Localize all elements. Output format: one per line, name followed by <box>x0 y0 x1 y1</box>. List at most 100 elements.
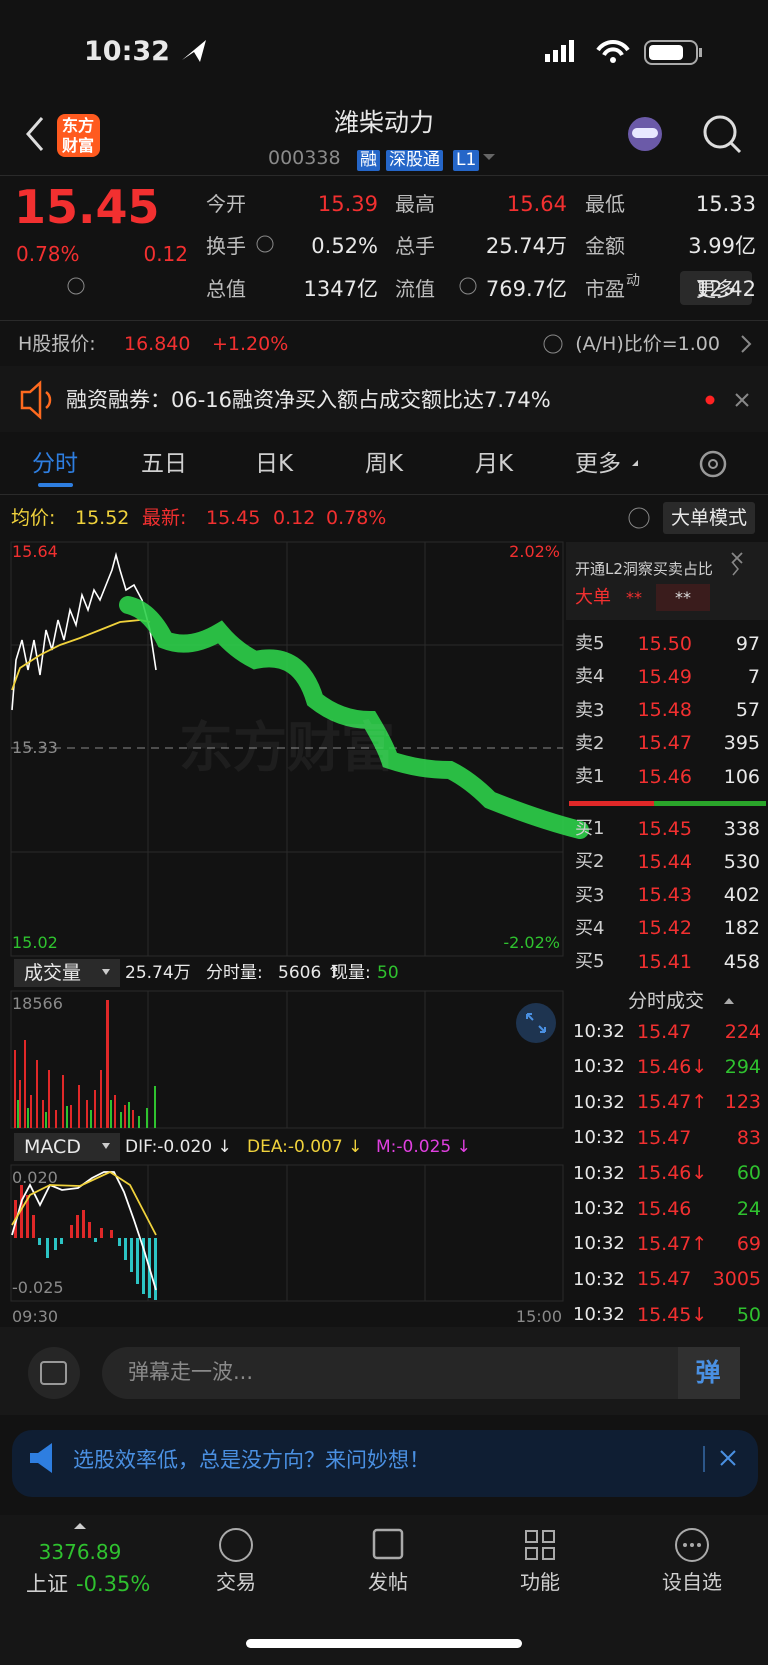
stat-value: 12.42 <box>695 276 756 301</box>
trade-volume: 3005 <box>712 1268 761 1291</box>
trade-price: 15.47 <box>637 1020 692 1043</box>
last-price: 15.45 <box>14 180 160 234</box>
book-volume: 57 <box>735 699 760 721</box>
book-price: 15.45 <box>637 817 692 840</box>
trade-volume: 60 <box>736 1162 761 1185</box>
axis-label: 15.64 <box>12 542 58 561</box>
stat-value: 0.52% <box>311 233 378 258</box>
book-volume: 458 <box>723 950 760 973</box>
book-level: 买3 <box>575 884 605 906</box>
volume-period: 5606 ↑ <box>278 962 341 983</box>
book-level: 卖5 <box>575 633 605 654</box>
book-price: 15.41 <box>637 950 692 973</box>
logo-text: 财富 <box>61 136 95 155</box>
stat-label: 最高 <box>395 192 435 216</box>
volume-now: 50 <box>377 962 399 983</box>
stat-value: 769.7亿 <box>485 276 567 301</box>
comment-input[interactable]: 弹幕走一波... <box>128 1359 254 1384</box>
stat-label: 最低 <box>585 192 625 216</box>
book-volume: 7 <box>747 665 760 688</box>
book-price: 15.46 <box>637 765 692 788</box>
trade-price: 15.47 <box>637 1268 692 1291</box>
book-price: 15.50 <box>637 632 692 655</box>
hshare-label: H股报价: <box>18 332 96 355</box>
last-pct: 0.78% <box>326 506 387 529</box>
indicator-dropdown[interactable]: MACD <box>24 1135 81 1158</box>
book-volume: 395 <box>723 732 760 755</box>
book-volume: 530 <box>723 850 760 873</box>
big-order-sell: ** <box>626 588 642 607</box>
axis-label: -2.02% <box>503 933 560 952</box>
tab[interactable]: 五日 <box>141 450 187 477</box>
banner-text[interactable]: 选股效率低，总是没方向？来问妙想！ <box>73 1447 430 1472</box>
book-volume: 97 <box>735 632 760 655</box>
stat-value: 25.74万 <box>485 233 567 258</box>
axis-label: 15.33 <box>12 738 58 757</box>
book-volume: 402 <box>723 884 760 906</box>
axis-label: 18566 <box>12 994 63 1013</box>
stock-name: 潍柴动力 <box>333 107 435 137</box>
stock-code: 000338 <box>268 146 341 169</box>
badge: 深股通 <box>386 149 443 171</box>
nav-item[interactable]: 交易 <box>216 1570 256 1594</box>
trade-volume: 24 <box>736 1197 761 1220</box>
book-level: 买4 <box>575 917 605 939</box>
trade-volume: 123 <box>724 1091 761 1114</box>
book-price: 15.49 <box>637 665 692 688</box>
macd-m: M:-0.025 ↓ <box>376 1136 471 1157</box>
stat-label: 今开 <box>206 192 246 216</box>
book-level: 卖2 <box>575 732 605 754</box>
tab[interactable]: 月K <box>474 450 514 477</box>
tab[interactable]: 周K <box>364 450 404 477</box>
logo-text: 东方 <box>61 116 95 135</box>
macd-dif: DIF:-0.020 ↓ <box>125 1136 232 1157</box>
notice-text[interactable]: 融资融券：06-16融资净买入额占成交额比达7.74% <box>66 387 551 412</box>
trade-time: 10:32 <box>573 1198 625 1219</box>
mode-button[interactable]: 大单模式 <box>670 506 748 529</box>
ah-ratio: (A/H)比价=1.00 <box>575 332 720 355</box>
tab[interactable]: 更多 <box>575 450 621 477</box>
trade-price: 15.47↑ <box>637 1232 708 1255</box>
trade-price: 15.47↑ <box>637 1091 708 1114</box>
big-order-buy: ** <box>675 588 691 607</box>
tab[interactable]: 分时 <box>32 450 78 477</box>
book-price: 15.48 <box>637 699 692 721</box>
change: 0.12 <box>143 242 188 266</box>
stat-value: 15.39 <box>317 191 378 216</box>
indicator-dropdown[interactable]: 成交量 <box>24 961 82 984</box>
time-label: 09:30 <box>12 1307 59 1326</box>
trade-volume: 50 <box>736 1303 761 1326</box>
trade-time: 10:32 <box>573 1091 625 1113</box>
axis-label: 0.020 <box>12 1168 58 1187</box>
trade-time: 10:32 <box>573 1268 625 1290</box>
big-order-label: 大单 <box>575 587 611 608</box>
book-level: 买5 <box>575 951 605 972</box>
trade-time: 10:32 <box>573 1021 625 1042</box>
book-level: 卖3 <box>575 699 605 721</box>
book-volume: 106 <box>723 765 760 788</box>
book-price: 15.43 <box>637 884 692 906</box>
nav-item[interactable]: 设自选 <box>662 1570 722 1594</box>
book-level: 买1 <box>575 818 605 839</box>
stat-value: 15.64 <box>506 191 567 216</box>
book-volume: 338 <box>723 817 760 840</box>
trade-price: 15.46 <box>637 1197 692 1220</box>
l2-promo[interactable]: 开通L2洞察买卖占比 <box>575 559 713 578</box>
nav-item[interactable]: 功能 <box>520 1570 560 1594</box>
badge: 融 <box>357 149 380 171</box>
tab[interactable]: 日K <box>254 450 294 477</box>
stat-label: 总值 <box>206 277 246 301</box>
more-button[interactable]: 更多 <box>696 277 736 301</box>
trade-time: 10:32 <box>573 1162 625 1184</box>
index-name: 上证 <box>26 1571 68 1596</box>
axis-label: 15.02 <box>12 933 58 952</box>
watermark: 东方财富 <box>179 716 395 779</box>
change-pct: 0.78% <box>16 242 80 266</box>
danmaku-button[interactable]: 弹 <box>695 1357 721 1387</box>
index-value: 3376.89 <box>38 1540 122 1564</box>
trade-volume: 294 <box>724 1055 761 1078</box>
trades-title: 分时成交 <box>627 989 705 1012</box>
nav-item[interactable]: 发帖 <box>368 1570 408 1594</box>
stat-label: 金额 <box>585 234 625 258</box>
